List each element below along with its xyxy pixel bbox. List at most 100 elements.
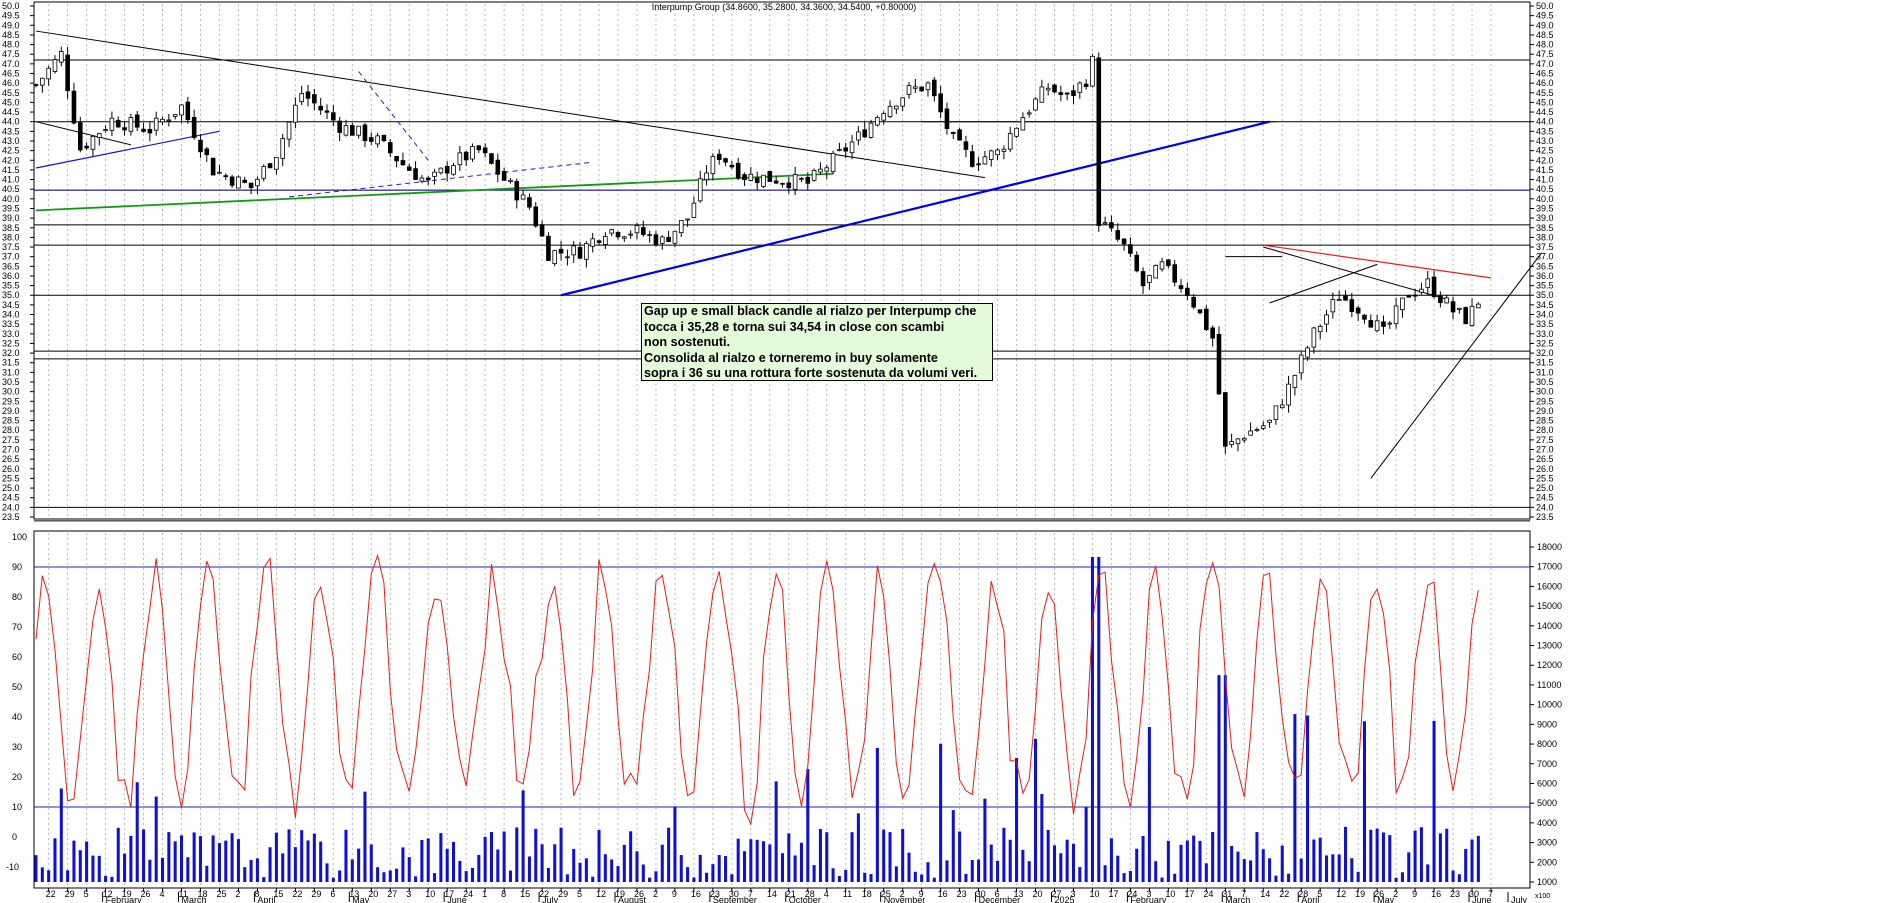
candle-body — [293, 104, 298, 123]
candle-body — [1001, 148, 1007, 152]
candle-body — [634, 225, 640, 234]
x-tick-label: 5 — [84, 889, 89, 899]
candle-body — [331, 112, 336, 121]
candle-body — [501, 170, 507, 181]
candle-body — [773, 180, 779, 184]
volume-tick-label: 7000 — [1537, 759, 1557, 769]
month-label: November — [884, 895, 926, 903]
candle-body — [520, 194, 526, 200]
candle-body — [217, 171, 222, 174]
candle-body — [1178, 285, 1184, 289]
candle-body — [508, 179, 513, 182]
candle-body — [881, 113, 886, 121]
month-label: June — [447, 895, 467, 903]
x-tick-label: 13 — [1014, 889, 1024, 899]
x-tick-label: 3 — [406, 889, 411, 899]
price-tick-label-right: 44.5 — [1536, 107, 1554, 117]
price-tick-label-right: 35.5 — [1536, 281, 1554, 291]
chart-title: Interpump Group (34.8600, 35.2800, 34.36… — [652, 2, 916, 12]
price-tick-label: 38.0 — [2, 232, 20, 242]
candle-body — [514, 181, 520, 201]
month-label: May — [352, 895, 370, 903]
candle-body — [381, 134, 387, 142]
candle-body — [735, 162, 741, 179]
candle-body — [603, 236, 608, 245]
x-tick-label: 30 — [976, 889, 986, 899]
price-tick-label-right: 28.5 — [1536, 416, 1554, 426]
candle-body — [1431, 276, 1437, 298]
price-tick-label-right: 34.0 — [1536, 310, 1554, 320]
candle-body — [40, 77, 45, 86]
x-tick-label: 27 — [1052, 889, 1062, 899]
candle-body — [1052, 84, 1057, 93]
x-tick-label: 7 — [748, 889, 753, 899]
candle-body — [52, 59, 58, 72]
candle-body — [375, 135, 380, 145]
x-tick-label: 5 — [1317, 889, 1322, 899]
price-axis-right: 23.524.024.525.025.526.026.527.027.528.0… — [1530, 1, 1554, 522]
candle-body — [1191, 296, 1196, 308]
oscillator-tick-label: 50 — [12, 682, 22, 692]
candle-body — [565, 256, 570, 259]
candle-body — [115, 119, 121, 128]
x-tick-label: 10 — [1165, 889, 1175, 899]
price-tick-label-right: 41.0 — [1536, 175, 1554, 185]
candle-body — [248, 182, 254, 188]
candle-body — [1381, 321, 1386, 327]
volume-tick-label: 16000 — [1537, 581, 1562, 591]
price-tick-label-right: 42.0 — [1536, 155, 1554, 165]
volume-tick-label: 15000 — [1537, 601, 1562, 611]
price-tick-label-right: 29.5 — [1536, 396, 1554, 406]
candle-body — [1305, 347, 1310, 358]
price-tick-label-right: 31.0 — [1536, 367, 1554, 377]
price-tick-label: 26.5 — [2, 454, 20, 464]
trendline — [1263, 244, 1492, 279]
price-tick-label: 39.0 — [2, 213, 20, 223]
candle-body — [1185, 287, 1190, 296]
price-tick-label-right: 43.5 — [1536, 126, 1554, 136]
price-tick-label: 23.5 — [2, 512, 20, 522]
candle-body — [1374, 320, 1380, 332]
price-tick-label-right: 31.5 — [1536, 358, 1554, 368]
volume-tick-label: 3000 — [1537, 838, 1557, 848]
candle-body — [938, 93, 943, 113]
candle-body — [1026, 112, 1032, 115]
price-tick-label: 37.0 — [2, 252, 20, 262]
price-tick-label: 36.0 — [2, 271, 20, 281]
candle-body — [571, 245, 577, 256]
trendline — [1263, 246, 1447, 300]
month-label: June — [1472, 895, 1492, 903]
x-tick-label: 17 — [1108, 889, 1118, 899]
candle-body — [1317, 326, 1323, 333]
x-tick-label: 15 — [520, 889, 530, 899]
price-tick-label: 37.5 — [2, 242, 20, 252]
candle-body — [179, 104, 184, 116]
candle-body — [887, 105, 893, 118]
candle-body — [609, 229, 614, 234]
candle-body — [1153, 265, 1159, 279]
price-tick-label: 46.5 — [2, 68, 20, 78]
x-tick-label: 8 — [254, 889, 259, 899]
candle-body — [1279, 404, 1285, 409]
price-tick-label: 39.5 — [2, 203, 20, 213]
price-tick-label-right: 23.5 — [1536, 512, 1554, 522]
price-tick-label: 43.0 — [2, 136, 20, 146]
price-tick-label-right: 25.5 — [1536, 473, 1554, 483]
candle-body — [1083, 83, 1089, 88]
x-tick-label: 4 — [824, 889, 829, 899]
month-label: May — [1377, 895, 1395, 903]
candle-body — [1014, 127, 1019, 137]
price-tick-label-right: 24.0 — [1536, 502, 1554, 512]
x-tick-label: 24 — [1203, 889, 1213, 899]
price-tick-label: 36.5 — [2, 261, 20, 271]
price-tick-label-right: 42.5 — [1536, 146, 1554, 156]
support-resistance-levels — [34, 59, 1530, 808]
price-tick-label-right: 30.5 — [1536, 377, 1554, 387]
candle-body — [723, 158, 728, 163]
price-tick-label-right: 44.0 — [1536, 117, 1554, 127]
candle-body — [1223, 392, 1228, 447]
candle-body — [659, 236, 665, 244]
candle-body — [444, 166, 450, 174]
candle-body — [558, 248, 564, 254]
x-tick-label: 14 — [1260, 889, 1270, 899]
